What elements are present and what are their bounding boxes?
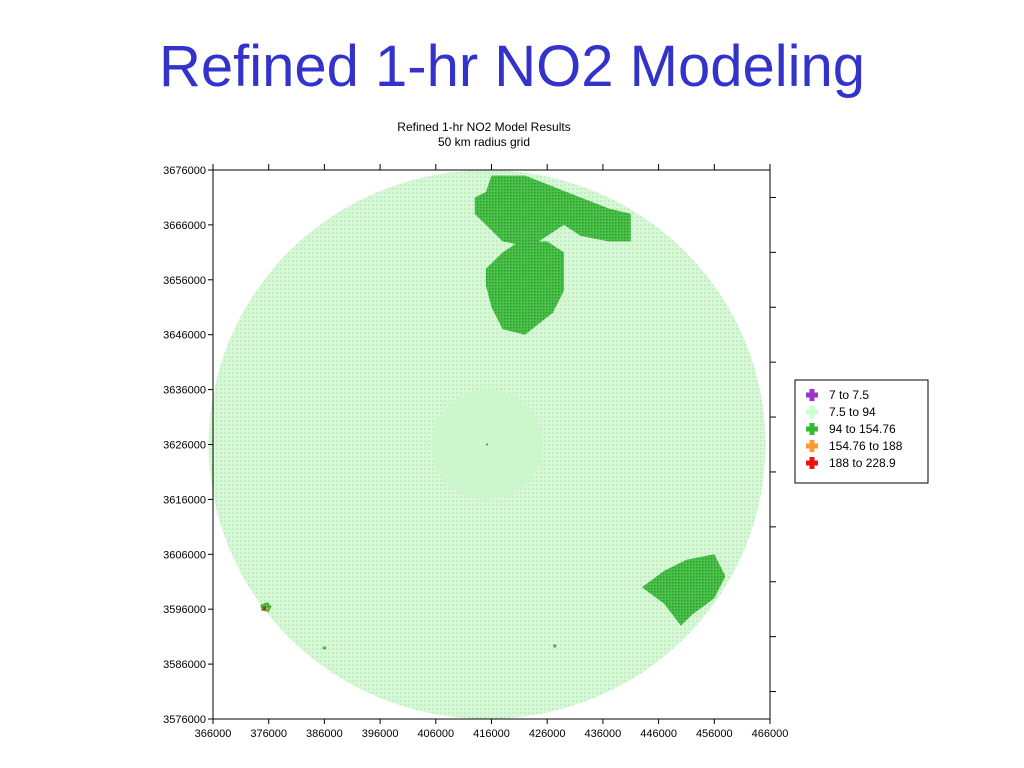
legend-marker-icon bbox=[806, 423, 818, 435]
y-tick-label: 3666000 bbox=[163, 220, 206, 232]
x-tick-label: 406000 bbox=[417, 728, 454, 740]
y-tick-label: 3646000 bbox=[163, 330, 206, 342]
concentration-region-0 bbox=[474, 175, 631, 247]
legend-label: 94 to 154.76 bbox=[829, 422, 896, 436]
y-tick-label: 3626000 bbox=[163, 440, 206, 452]
legend-item: 154.76 to 188 bbox=[806, 439, 903, 453]
concentration-region-1 bbox=[485, 241, 564, 335]
x-tick-label: 366000 bbox=[195, 728, 232, 740]
x-tick-label: 376000 bbox=[250, 728, 287, 740]
legend-marker-icon bbox=[806, 389, 818, 401]
y-tick-label: 3576000 bbox=[163, 714, 206, 726]
x-tick-label: 416000 bbox=[473, 728, 510, 740]
y-axis: 3576000 3586000 3596000 3606000 3616000 36260… bbox=[163, 165, 776, 726]
legend-marker-icon bbox=[806, 440, 818, 452]
concentration-region-7 bbox=[265, 607, 269, 610]
slide-title: Refined 1-hr NO2 Modeling bbox=[158, 34, 866, 99]
legend-item: 188 to 228.9 bbox=[806, 456, 896, 470]
concentration-region-5 bbox=[553, 644, 557, 648]
y-tick-label: 3676000 bbox=[163, 165, 206, 177]
legend-item: 7.5 to 94 bbox=[806, 405, 876, 419]
concentration-region-2 bbox=[641, 554, 726, 626]
y-tick-label: 3596000 bbox=[163, 604, 206, 616]
chart-subtitle: 50 km radius grid bbox=[438, 135, 530, 149]
plot-content bbox=[208, 170, 766, 719]
x-tick-label: 466000 bbox=[752, 728, 789, 740]
x-axis: 366000 376000 386000 396000 406000 416000 4260… bbox=[195, 164, 789, 740]
x-tick-label: 456000 bbox=[696, 728, 733, 740]
chart-title: Refined 1-hr NO2 Model Results bbox=[397, 120, 570, 134]
y-tick-label: 3616000 bbox=[163, 494, 206, 506]
legend-label: 154.76 to 188 bbox=[829, 439, 903, 453]
legend-item: 94 to 154.76 bbox=[806, 422, 896, 436]
legend-label: 7 to 7.5 bbox=[829, 388, 869, 402]
y-tick-label: 3636000 bbox=[163, 385, 206, 397]
y-tick-label: 3606000 bbox=[163, 549, 206, 561]
concentration-region-4 bbox=[322, 646, 327, 650]
x-tick-label: 446000 bbox=[640, 728, 677, 740]
legend-marker-icon bbox=[806, 457, 818, 469]
legend-item: 7 to 7.5 bbox=[806, 388, 869, 402]
legend: 7 to 7.5 7.5 to 94 94 to 154.76 154.76 to 1… bbox=[794, 379, 929, 484]
legend-label: 188 to 228.9 bbox=[829, 456, 896, 470]
source-marker bbox=[486, 443, 489, 446]
y-tick-label: 3656000 bbox=[163, 275, 206, 287]
x-tick-label: 386000 bbox=[306, 728, 343, 740]
x-tick-label: 436000 bbox=[585, 728, 622, 740]
x-tick-label: 396000 bbox=[362, 728, 399, 740]
concentration-region-6 bbox=[263, 606, 266, 611]
y-tick-label: 3586000 bbox=[163, 659, 206, 671]
x-tick-label: 426000 bbox=[529, 728, 566, 740]
legend-label: 7.5 to 94 bbox=[829, 405, 876, 419]
legend-marker-icon bbox=[806, 406, 818, 418]
